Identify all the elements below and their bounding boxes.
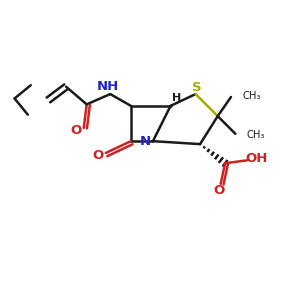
Text: O: O — [93, 149, 104, 162]
Text: N: N — [140, 135, 151, 148]
Text: CH₃: CH₃ — [242, 91, 260, 100]
Text: CH₃: CH₃ — [247, 130, 265, 140]
Text: S: S — [192, 81, 202, 94]
Text: OH: OH — [245, 152, 268, 165]
Text: H: H — [172, 93, 181, 103]
Text: NH: NH — [97, 80, 119, 93]
Text: O: O — [71, 124, 82, 137]
Text: O: O — [214, 184, 225, 197]
